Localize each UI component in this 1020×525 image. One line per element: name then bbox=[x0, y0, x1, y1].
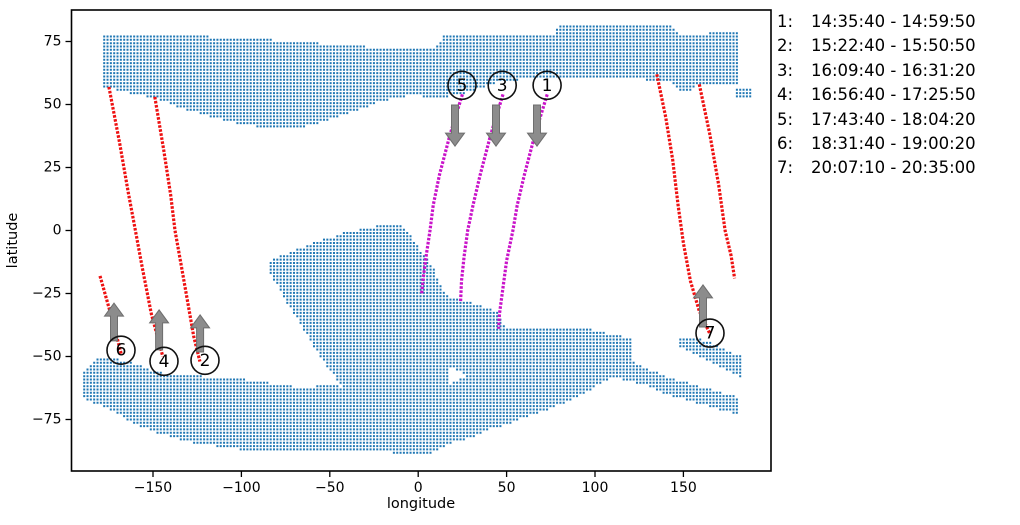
pass-4-marker-number: 4 bbox=[159, 352, 170, 372]
pass-2-track bbox=[153, 96, 202, 362]
pass-7-marker-circle bbox=[695, 318, 725, 348]
pass-5-track bbox=[420, 93, 464, 294]
legend-entry-time-range: 14:35:40 - 14:59:50 bbox=[811, 12, 976, 31]
pass-5-marker-circle bbox=[447, 70, 477, 101]
y-tick-label: −25 bbox=[32, 286, 62, 302]
pass-6-marker-circle bbox=[106, 335, 136, 366]
y-tick-label: 75 bbox=[44, 34, 62, 50]
pass-5-marker-number: 5 bbox=[457, 76, 468, 96]
legend-entry-1: 1: 14:35:40 - 14:59:50 bbox=[777, 10, 976, 34]
pass-4-track bbox=[107, 86, 165, 357]
x-tick-label: −100 bbox=[222, 480, 260, 496]
legend-entry-number: 2: bbox=[777, 36, 794, 56]
pass-4-marker-circle bbox=[149, 346, 179, 377]
legend-entry-6: 6: 18:31:40 - 19:00:20 bbox=[777, 132, 976, 156]
pass-3-marker-circle bbox=[487, 70, 518, 101]
pass-7-direction-arrow-up-icon bbox=[692, 284, 714, 328]
pass-6-marker-number: 6 bbox=[116, 341, 127, 361]
legend-entry-time-range: 16:09:40 - 16:31:20 bbox=[811, 60, 976, 80]
x-tick-label: −50 bbox=[315, 480, 345, 496]
legend-entry-number: 7: bbox=[777, 158, 794, 178]
legend-entry-number: 6: bbox=[777, 134, 794, 154]
pass-1-marker-circle bbox=[532, 70, 562, 101]
pass-4-direction-arrow-up-icon bbox=[148, 309, 170, 351]
pass-7-marker-number: 7 bbox=[705, 324, 716, 344]
legend-entry-time-range: 17:43:40 - 18:04:20 bbox=[811, 109, 976, 129]
legend-entry-number: 4: bbox=[777, 85, 794, 105]
y-tick-label: 25 bbox=[44, 160, 62, 176]
plot-border bbox=[70, 9, 772, 472]
legend-entry-number: 1: bbox=[777, 12, 794, 31]
direction-arrows-layer bbox=[103, 104, 714, 353]
pass-3-direction-arrow-down-icon bbox=[485, 104, 507, 147]
pass-2-marker-circle bbox=[190, 345, 220, 376]
pass-number-markers-layer: 1 2 3 4 5 6 7 bbox=[106, 70, 725, 377]
x-tick-label: 0 bbox=[414, 480, 423, 496]
pass-2-marker-number: 2 bbox=[200, 351, 211, 371]
legend-entry-number: 5: bbox=[777, 109, 794, 129]
pass-2-direction-arrow-up-icon bbox=[189, 314, 211, 353]
legend-entry-time-range: 20:07:10 - 20:35:00 bbox=[811, 158, 976, 178]
pass-tracks-layer bbox=[98, 73, 737, 362]
pass-1-direction-arrow-down-icon bbox=[526, 104, 548, 147]
axes-layer: longitude latitude −150 −100 −50 0 50 100 150−… bbox=[5, 9, 772, 512]
x-tick-label: −150 bbox=[134, 480, 172, 496]
pass-1-track bbox=[497, 93, 549, 329]
y-tick-label: 0 bbox=[53, 223, 62, 239]
coverage-dots bbox=[83, 25, 752, 454]
pass-6-track-seg1 bbox=[697, 83, 737, 279]
coverage-dots-layer bbox=[83, 25, 752, 454]
legend-entry-number: 3: bbox=[777, 60, 794, 80]
legend-entry-3: 3: 16:09:40 - 16:31:20 bbox=[777, 59, 976, 83]
legend-entry-7: 7: 20:07:10 - 20:35:00 bbox=[777, 156, 976, 180]
legend-entry-time-range: 18:31:40 - 19:00:20 bbox=[811, 134, 976, 154]
pass-time-legend: 1: 14:35:40 - 14:59:50 2: 15:22:40 - 15:50:… bbox=[777, 10, 976, 181]
legend-entry-time-range: 15:22:40 - 15:50:50 bbox=[811, 36, 976, 56]
legend-entry-5: 5: 17:43:40 - 18:04:20 bbox=[777, 108, 976, 132]
legend-entry-time-range: 16:56:40 - 17:25:50 bbox=[811, 85, 976, 105]
y-tick-label: −50 bbox=[32, 349, 62, 365]
legend-entry-4: 4: 16:56:40 - 17:25:50 bbox=[777, 83, 976, 107]
y-tick-label: −75 bbox=[32, 412, 62, 428]
legend-entry-2: 2: 15:22:40 - 15:50:50 bbox=[777, 34, 976, 58]
pass-1-marker-number: 1 bbox=[542, 76, 553, 96]
x-tick-label: 150 bbox=[670, 480, 697, 496]
x-tick-label: 100 bbox=[582, 480, 609, 496]
pass-7-track bbox=[655, 73, 712, 335]
y-tick-label: 50 bbox=[44, 97, 62, 113]
pass-5-direction-arrow-down-icon bbox=[444, 104, 466, 147]
pass-3-marker-number: 3 bbox=[497, 76, 508, 96]
x-tick-label: 50 bbox=[498, 480, 516, 496]
x-axis-label: longitude bbox=[387, 496, 455, 512]
y-axis-label: latitude bbox=[5, 213, 21, 269]
pass-3-track bbox=[459, 93, 505, 302]
pass-6-direction-arrow-up-icon bbox=[103, 302, 125, 342]
